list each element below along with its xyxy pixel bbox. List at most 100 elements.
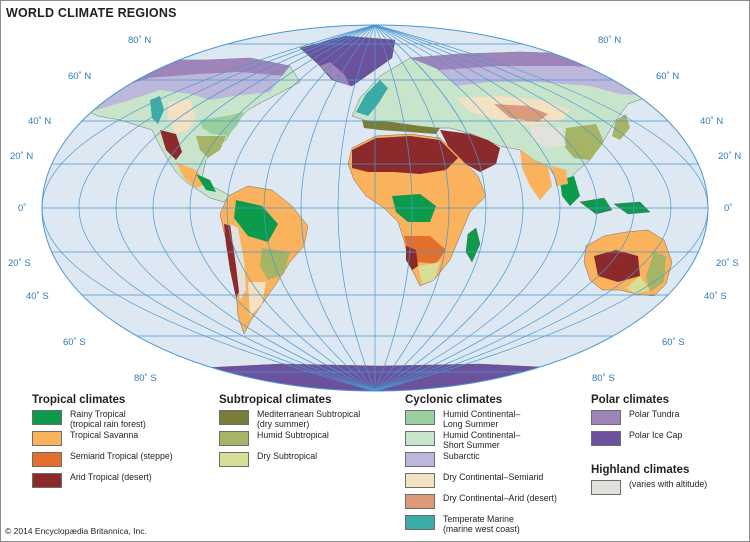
madagascar: [465, 227, 481, 263]
meridian-line: [337, 25, 376, 391]
legend-item-desert: Arid Tropical (desert): [32, 472, 173, 492]
sa-desert: [224, 224, 240, 298]
swatch-steppe: [32, 452, 62, 467]
na-marine-coast: [150, 96, 164, 124]
globe-outline: [41, 24, 709, 392]
legend-item-rainforest: Rainy Tropical (tropical rain forest): [32, 409, 173, 429]
label-dc-arid: Dry Continental–Arid (desert): [443, 493, 557, 503]
lat-label-60n-left: 60˚ N: [68, 71, 91, 82]
label-subarctic: Subarctic: [443, 451, 480, 461]
legend-item-icecap: Polar Ice Cap: [591, 430, 682, 450]
legend-subtropical: Subtropical climates Mediterranean Subtr…: [219, 394, 360, 472]
lat-label-80n-right: 80˚ N: [598, 35, 621, 46]
legend-title-tropical: Tropical climates: [32, 394, 126, 406]
label-marine-2: (marine west coast): [443, 524, 520, 534]
legend-title-cyclonic: Cyclonic climates: [405, 394, 503, 406]
legend-item-dry-subtropical: Dry Subtropical: [219, 451, 360, 471]
na-semiarid: [168, 100, 196, 134]
legend-item-tundra: Polar Tundra: [591, 409, 682, 429]
legend-item-savanna: Tropical Savanna: [32, 430, 173, 450]
label-steppe: Semiarid Tropical (steppe): [70, 451, 173, 461]
label-dc-semiarid: Dry Continental–Semiarid: [443, 472, 544, 482]
meridian-line: [374, 25, 561, 391]
lat-label-60n-right: 60˚ N: [656, 71, 679, 82]
label-dry-subtropical: Dry Subtropical: [257, 451, 318, 461]
legend-item-subarctic: Subarctic: [405, 451, 557, 471]
swatch-subarctic: [405, 452, 435, 467]
lat-label-40s-left: 40˚ S: [26, 291, 49, 302]
lat-label-20n-left: 20˚ N: [10, 151, 33, 162]
legend-tropical: Tropical climates Rainy Tropical (tropica…: [32, 394, 173, 493]
lat-label-80n-left: 80˚ N: [128, 35, 151, 46]
meridian-line: [300, 25, 376, 391]
meridian-line: [78, 25, 376, 391]
swatch-dry-subtropical: [219, 452, 249, 467]
swatch-rainforest: [32, 410, 62, 425]
swatch-hc-short: [405, 431, 435, 446]
swatch-highland: [591, 480, 621, 495]
world-map: 80˚ N 80˚ N 60˚ N 60˚ N 40˚ N 40˚ N 20˚ …: [8, 24, 741, 392]
legend-item-highland: (varies with altitude): [591, 479, 707, 499]
sa-humid-subtropical: [260, 248, 290, 280]
japan-islands: [612, 114, 630, 140]
legend-item-hc-short: Humid Continental– Short Summer: [405, 430, 557, 450]
legend-item-hc-long: Humid Continental– Long Summer: [405, 409, 557, 429]
mediterranean-zone: [362, 120, 440, 134]
legend-item-mediterranean: Mediterranean Subtropical (dry summer): [219, 409, 360, 429]
middle-east-desert: [440, 130, 500, 172]
lat-label-40n-right: 40˚ N: [700, 116, 723, 127]
legend-polar: Polar climates Polar Tundra Polar Ice Ca…: [591, 394, 682, 451]
meridian-line: [226, 25, 376, 391]
na-humid-subtropical: [196, 136, 226, 158]
australia-desert: [594, 250, 640, 282]
label-hc-long-2: Long Summer: [443, 419, 499, 429]
label-mediterranean-2: (dry summer): [257, 419, 310, 429]
meridian-line: [374, 25, 450, 391]
meridian-line: [374, 25, 598, 391]
europe-marine: [356, 80, 388, 116]
meridian-line: [374, 25, 413, 391]
lat-label-20n-right: 20˚ N: [718, 151, 741, 162]
swatch-mediterranean: [219, 410, 249, 425]
swatch-tundra: [591, 410, 621, 425]
label-marine-1: Temperate Marine: [443, 514, 514, 524]
meridian-line: [189, 25, 376, 391]
legend-title-highland: Highland climates: [591, 464, 690, 476]
central-asia-dry-arid: [494, 104, 548, 122]
label-hc-short-2: Short Summer: [443, 440, 500, 450]
label-icecap: Polar Ice Cap: [629, 430, 683, 440]
lat-label-80s-left: 80˚ S: [134, 373, 157, 384]
lat-label-40n-left: 40˚ N: [28, 116, 51, 127]
china-humid-subtropical: [564, 124, 604, 160]
legend-item-steppe: Semiarid Tropical (steppe): [32, 451, 173, 471]
legend-item-marine: Temperate Marine (marine west coast): [405, 514, 557, 534]
label-rainforest-1: Rainy Tropical: [70, 409, 126, 419]
meridian-line: [374, 25, 524, 391]
na-savanna: [176, 162, 206, 188]
lat-label-60s-left: 60˚ S: [63, 337, 86, 348]
swatch-marine: [405, 515, 435, 530]
india-savanna: [520, 150, 552, 200]
swatch-dc-semiarid: [405, 473, 435, 488]
meridian-line: [115, 25, 376, 391]
lat-label-20s-left: 20˚ S: [8, 258, 31, 269]
label-hc-long-1: Humid Continental–: [443, 409, 521, 419]
na-desert: [160, 130, 182, 160]
legend-item-dc-arid: Dry Continental–Arid (desert): [405, 493, 557, 513]
label-mediterranean-1: Mediterranean Subtropical: [257, 409, 361, 419]
lat-label-60s-right: 60˚ S: [662, 337, 685, 348]
africa-dry-subtropical: [418, 262, 440, 284]
label-humid-subtropical: Humid Subtropical: [257, 430, 329, 440]
label-rainforest-2: (tropical rain forest): [70, 419, 146, 429]
meridian-line: [374, 25, 487, 391]
swatch-dc-arid: [405, 494, 435, 509]
map-title: WORLD CLIMATE REGIONS: [6, 6, 177, 20]
label-tundra: Polar Tundra: [629, 409, 680, 419]
meridian-line: [263, 25, 376, 391]
label-desert: Arid Tropical (desert): [70, 472, 152, 482]
legend-item-dc-semiarid: Dry Continental–Semiarid: [405, 472, 557, 492]
sa-rainforest: [234, 200, 278, 242]
lat-label-40s-right: 40˚ S: [704, 291, 727, 302]
sa-semiarid: [248, 282, 266, 316]
lat-label-80s-right: 80˚ S: [592, 373, 615, 384]
